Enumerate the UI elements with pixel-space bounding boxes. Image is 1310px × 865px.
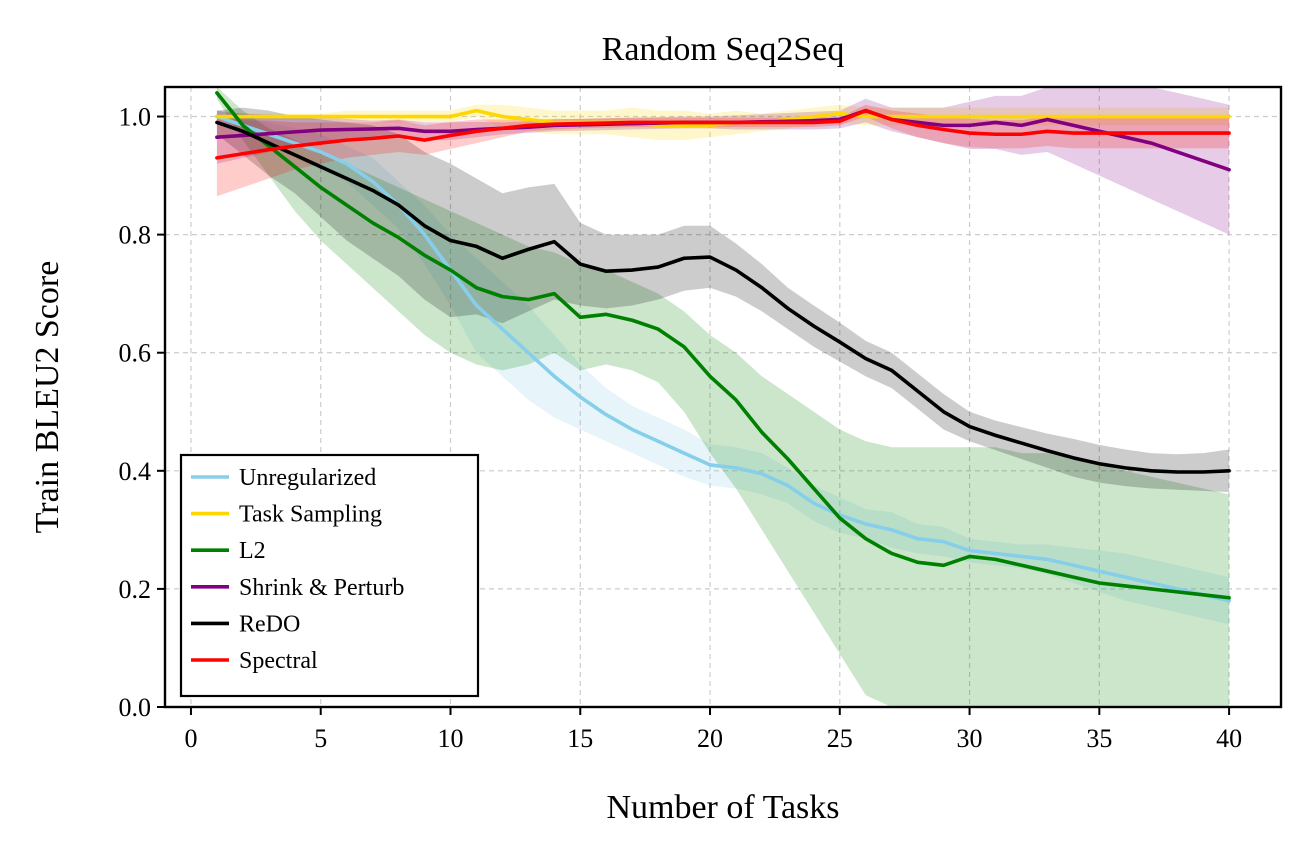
band-unregularized — [216, 110, 1230, 625]
x-tick-label: 30 — [957, 724, 983, 753]
series-line-spectral — [215, 108, 1231, 160]
plot-frame — [163, 85, 1283, 709]
y-tick-label: 0.4 — [119, 457, 152, 486]
y-tick-label: 1.0 — [119, 103, 152, 132]
legend-label-redo: ReDO — [239, 611, 300, 637]
band-spectral — [216, 104, 1230, 197]
y-tick-label: 0.6 — [119, 339, 152, 368]
series-line-unregularized — [215, 114, 1231, 603]
x-tick-label: 10 — [437, 724, 463, 753]
y-tick-label: 0.2 — [119, 575, 152, 604]
x-tick-label: 5 — [314, 724, 327, 753]
band-redo — [216, 107, 1230, 493]
legend: Unregularized Task Sampling L2 Shrink & Per… — [179, 453, 480, 698]
legend-label-shrink-and-perturb: Shrink & Perturb — [239, 575, 404, 601]
legend-label-l2: L2 — [239, 538, 266, 564]
x-tick-label: 15 — [567, 724, 593, 753]
x-tick-label: 20 — [697, 724, 723, 753]
x-tick-label: 35 — [1086, 724, 1112, 753]
series-line-redo — [215, 120, 1231, 474]
y-tick-label: 0.0 — [119, 693, 152, 722]
y-axis-label: Train BLEU2 Score — [29, 261, 66, 534]
legend-label-task-sampling: Task Sampling — [239, 502, 382, 528]
series-line-l2 — [215, 91, 1231, 600]
series-lines — [215, 91, 1231, 603]
legend-label-spectral: Spectral — [239, 648, 318, 674]
x-tick-label: 40 — [1216, 724, 1242, 753]
chart-title: Random Seq2Seq — [602, 31, 845, 68]
legend-box — [179, 453, 480, 698]
axis-ticks: 0 5 10 15 20 25 30 35 40 0.0 0.2 0.4 0.6 0.8 1.0 — [119, 103, 1243, 753]
x-axis-label: Number of Tasks — [606, 789, 839, 826]
x-tick-label: 25 — [827, 724, 853, 753]
x-tick-label: 0 — [184, 724, 197, 753]
legend-label-unregularized: Unregularized — [239, 465, 376, 491]
y-tick-label: 0.8 — [119, 221, 152, 250]
